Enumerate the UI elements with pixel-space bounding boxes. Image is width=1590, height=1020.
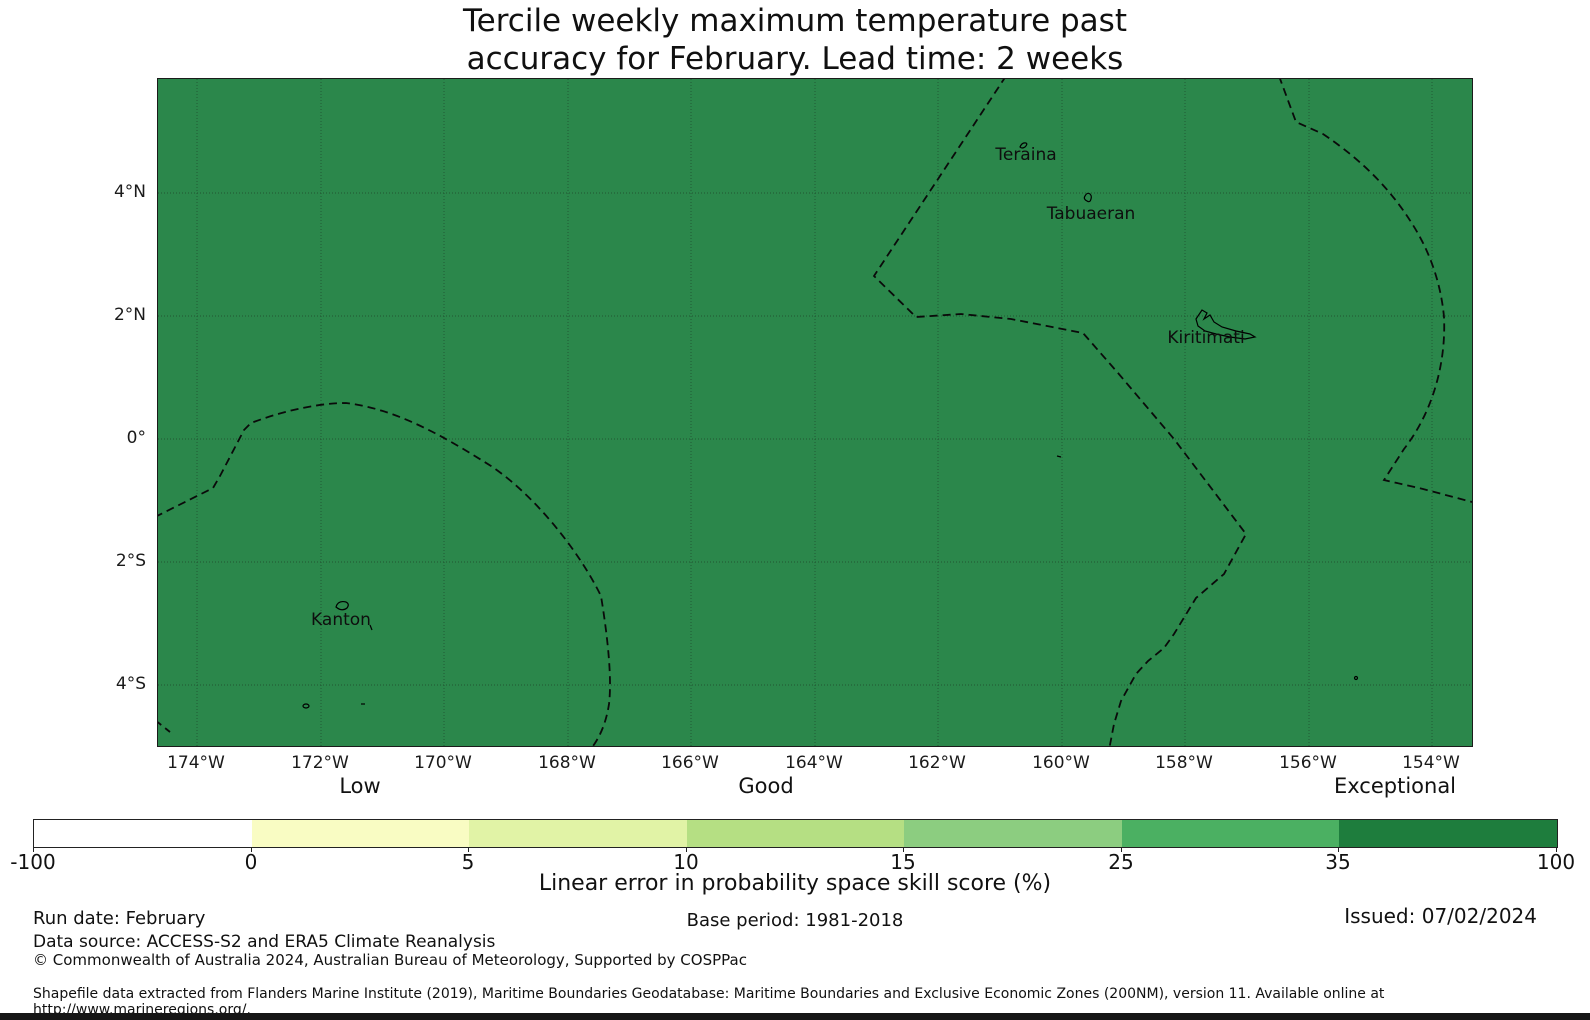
colorbar-tick-label: 100 bbox=[1536, 850, 1576, 874]
skill-label-good: Good bbox=[738, 774, 794, 798]
eez-boundary-line-islands-east bbox=[1279, 79, 1472, 503]
colorbar-segment bbox=[904, 820, 1122, 847]
map-gridlines bbox=[158, 79, 1472, 746]
skill-label-exceptional: Exceptional bbox=[1333, 774, 1457, 798]
base-period: Base period: 1981-2018 bbox=[686, 910, 904, 931]
colorbar-tick-label: 5 bbox=[461, 850, 475, 874]
colorbar-segment bbox=[1121, 820, 1340, 847]
colorbar-tick-label: 0 bbox=[244, 850, 258, 874]
colorbar-segment bbox=[1339, 820, 1558, 847]
x-tick-label: 174°W bbox=[167, 753, 225, 773]
colorbar-tick-label: 25 bbox=[1108, 850, 1134, 874]
island-outline-teraina bbox=[1019, 142, 1028, 149]
y-tick-label: 4°S bbox=[115, 674, 146, 694]
island-outline-tabuaeran bbox=[1083, 192, 1092, 203]
eez-boundary-phoenix-arc bbox=[158, 402, 611, 746]
map-svg: Teraina Tabuaeran Kiritimati Kanton bbox=[158, 79, 1472, 746]
x-tick-label: 172°W bbox=[291, 753, 349, 773]
colorbar-tick-label: 15 bbox=[890, 850, 916, 874]
y-tick-label: 4°N bbox=[113, 182, 146, 202]
x-tick-label: 170°W bbox=[414, 753, 472, 773]
colorbar-tick-mark bbox=[1556, 847, 1557, 852]
colorbar-tick-mark bbox=[1121, 847, 1122, 852]
island-label-kiritimati: Kiritimati bbox=[1167, 328, 1244, 348]
x-tick-label: 164°W bbox=[785, 753, 843, 773]
x-tick-label: 160°W bbox=[1032, 753, 1090, 773]
colorbar-tick-mark bbox=[686, 847, 687, 852]
x-tick-label: 168°W bbox=[538, 753, 596, 773]
y-tick-label: 2°S bbox=[115, 551, 146, 571]
island-label-tabuaeran: Tabuaeran bbox=[1046, 204, 1136, 224]
colorbar-tick-label: 35 bbox=[1325, 850, 1351, 874]
chart-title-line-2: accuracy for February. Lead time: 2 week… bbox=[466, 41, 1124, 77]
colorbar-tick-label: 10 bbox=[673, 850, 699, 874]
colorbar-segment bbox=[686, 820, 905, 847]
x-tick-label: 156°W bbox=[1279, 753, 1337, 773]
island-outline-kanton bbox=[335, 600, 349, 611]
colorbar-segment bbox=[251, 820, 470, 847]
islet-mark bbox=[1056, 455, 1062, 458]
colorbar-segment bbox=[34, 820, 252, 847]
islet-mark bbox=[1353, 675, 1359, 681]
y-tick-label: 2°N bbox=[113, 305, 146, 325]
colorbar bbox=[33, 819, 1558, 848]
island-label-teraina: Teraina bbox=[994, 145, 1056, 165]
skill-label-low: Low bbox=[339, 774, 381, 798]
islet-mark bbox=[369, 624, 373, 631]
colorbar-tick-mark bbox=[468, 847, 469, 852]
colorbar-tick-mark bbox=[903, 847, 904, 852]
data-source: Data source: ACCESS-S2 and ERA5 Climate … bbox=[33, 932, 496, 952]
bottom-edge-bar bbox=[0, 1013, 1590, 1020]
copyright-note: © Commonwealth of Australia 2024, Austra… bbox=[33, 951, 747, 969]
map-canvas: Teraina Tabuaeran Kiritimati Kanton bbox=[157, 78, 1473, 747]
island-outline-kiritimati bbox=[1195, 309, 1257, 340]
colorbar-segment bbox=[469, 820, 687, 847]
x-tick-label: 158°W bbox=[1155, 753, 1213, 773]
run-date: Run date: February bbox=[33, 908, 206, 929]
y-tick-label: 0° bbox=[126, 428, 146, 448]
colorbar-caption: Linear error in probability space skill … bbox=[538, 871, 1052, 896]
x-tick-label: 154°W bbox=[1402, 753, 1460, 773]
x-tick-label: 166°W bbox=[661, 753, 719, 773]
x-tick-label: 162°W bbox=[908, 753, 966, 773]
chart-title-line-1: Tercile weekly maximum temperature past bbox=[462, 3, 1127, 39]
islet-mark bbox=[302, 703, 310, 709]
colorbar-tick-mark bbox=[33, 847, 34, 852]
island-label-kanton: Kanton bbox=[311, 610, 371, 630]
colorbar-tick-mark bbox=[1338, 847, 1339, 852]
eez-boundary-line-islands-west bbox=[872, 79, 1248, 746]
eez-boundary-corner bbox=[158, 721, 171, 733]
colorbar-tick-label: -100 bbox=[10, 850, 56, 874]
issued-date: Issued: 07/02/2024 bbox=[1344, 904, 1537, 928]
colorbar-tick-mark bbox=[251, 847, 252, 852]
